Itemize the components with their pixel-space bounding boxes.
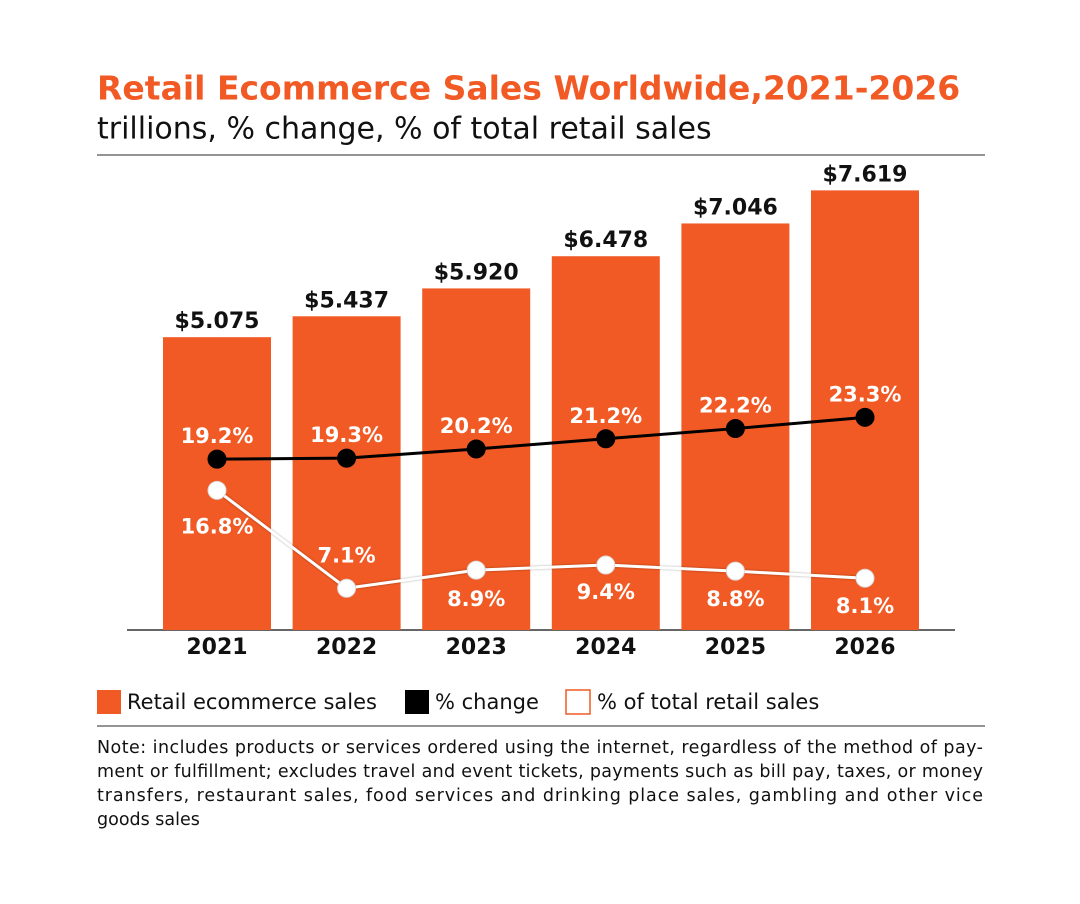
note-line: ment or fulfillment; excludes travel and…: [97, 762, 983, 782]
bar: [292, 316, 401, 630]
note-line: Note: includes products or services orde…: [97, 738, 983, 758]
bar-value-label: $5.920: [434, 260, 519, 285]
x-tick-label: 2024: [575, 635, 636, 660]
bar-value-label: $6.478: [563, 228, 648, 253]
line-value-label: 9.4%: [577, 580, 635, 604]
x-tick-label: 2023: [446, 635, 507, 660]
series-marker: [337, 448, 357, 468]
x-tick-label: 2026: [834, 635, 895, 660]
x-tick-label: 2025: [705, 635, 766, 660]
line-value-label: 19.3%: [310, 423, 383, 447]
series-line: [216, 415, 866, 461]
line-value-label: 22.2%: [699, 394, 772, 418]
bar-value-label: $7.046: [693, 195, 778, 220]
legend-swatch: [97, 690, 121, 714]
plot: 2021 2022 2023 2024 2025 2026 $5.075 $5.437 $5.9…: [163, 162, 919, 660]
bar-value-label: $7.619: [823, 162, 908, 187]
note: Note: includes products or services orde…: [97, 738, 983, 830]
series-line: [216, 489, 866, 590]
bar-value-label: $5.437: [304, 288, 389, 313]
chart-title: Retail Ecommerce Sales Worldwide,2021-20…: [97, 69, 960, 108]
series-marker: [596, 429, 616, 449]
line-value-label: 16.8%: [181, 514, 254, 538]
legend-label: Retail ecommerce sales: [127, 690, 377, 714]
series-marker: [596, 555, 616, 575]
legend: Retail ecommerce sales % change % of total…: [97, 689, 819, 715]
legend-label: % change: [435, 690, 539, 714]
legend-swatch: [565, 689, 591, 715]
note-line: transfers, restaurant sales, food servic…: [97, 786, 983, 806]
x-tick-label: 2021: [186, 635, 247, 660]
series-marker: [855, 407, 875, 427]
note-line: goods sales: [97, 810, 200, 830]
series-marker: [855, 568, 875, 588]
line-value-label: 21.2%: [569, 404, 642, 428]
series-marker: [725, 419, 745, 439]
line-value-label: 23.3%: [829, 382, 902, 406]
series-marker: [466, 560, 486, 580]
line-value-label: 8.1%: [836, 594, 894, 618]
line-value-label: 19.2%: [181, 424, 254, 448]
line-value-label: 8.8%: [706, 587, 764, 611]
legend-label: % of total retail sales: [597, 690, 819, 714]
line-value-label: 7.1%: [317, 543, 375, 567]
series-marker: [337, 578, 357, 598]
series-marker: [725, 561, 745, 581]
line-value-label: 8.9%: [447, 587, 505, 611]
series-marker: [466, 439, 486, 459]
series-marker: [207, 449, 227, 469]
legend-swatch: [405, 690, 429, 714]
x-tick-label: 2022: [316, 635, 377, 660]
series-marker: [207, 480, 227, 500]
bar-value-label: $5.075: [175, 309, 260, 334]
chart-subtitle: trillions, % change, % of total retail s…: [97, 112, 712, 147]
line-value-label: 20.2%: [440, 414, 513, 438]
